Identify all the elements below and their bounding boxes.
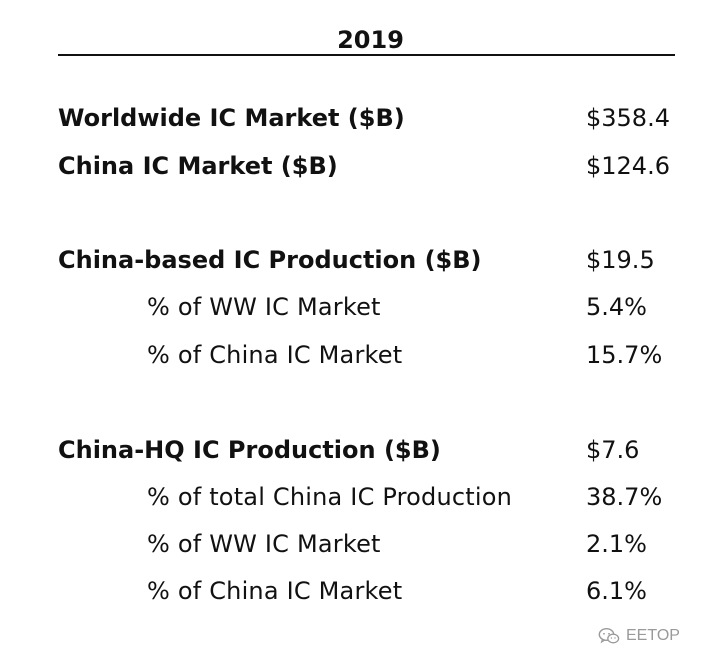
year-heading: 2019 xyxy=(337,26,404,54)
table-row-china-hq-pct-ww: % of WW IC Market 2.1% xyxy=(0,527,706,561)
row-label: % of total China IC Production xyxy=(147,483,513,511)
watermark-text: EETOP xyxy=(626,627,680,644)
row-label: China-HQ IC Production ($B) xyxy=(58,436,441,464)
table-row-china-based-pct-china: % of China IC Market 15.7% xyxy=(0,338,706,372)
table-header: 2019 xyxy=(58,26,675,56)
row-label: China-based IC Production ($B) xyxy=(58,246,482,274)
wechat-icon xyxy=(598,627,620,644)
row-label: Worldwide IC Market ($B) xyxy=(58,104,405,132)
table-row-china-hq-pct-total: % of total China IC Production 38.7% xyxy=(0,480,706,514)
row-value: $7.6 xyxy=(586,436,640,464)
row-label: % of WW IC Market xyxy=(147,530,381,558)
row-value: 38.7% xyxy=(586,483,663,511)
row-label: % of China IC Market xyxy=(147,577,403,605)
row-value: $19.5 xyxy=(586,246,655,274)
row-value: $124.6 xyxy=(586,152,670,180)
row-value: $358.4 xyxy=(586,104,670,132)
table-row-china-hq-production: China-HQ IC Production ($B) $7.6 xyxy=(0,433,706,467)
row-value: 2.1% xyxy=(586,530,647,558)
row-value: 5.4% xyxy=(586,293,647,321)
table-row-china-based-production: China-based IC Production ($B) $19.5 xyxy=(0,243,706,277)
table-row-china-based-pct-ww: % of WW IC Market 5.4% xyxy=(0,290,706,324)
row-label: China IC Market ($B) xyxy=(58,152,338,180)
table-row-china-hq-pct-china: % of China IC Market 6.1% xyxy=(0,574,706,608)
table-row-china-ic-market: China IC Market ($B) $124.6 xyxy=(0,149,706,183)
row-value: 6.1% xyxy=(586,577,647,605)
table-row-worldwide-ic-market: Worldwide IC Market ($B) $358.4 xyxy=(0,101,706,135)
row-label: % of China IC Market xyxy=(147,341,403,369)
row-label: % of WW IC Market xyxy=(147,293,381,321)
row-value: 15.7% xyxy=(586,341,663,369)
watermark: EETOP xyxy=(598,626,680,646)
